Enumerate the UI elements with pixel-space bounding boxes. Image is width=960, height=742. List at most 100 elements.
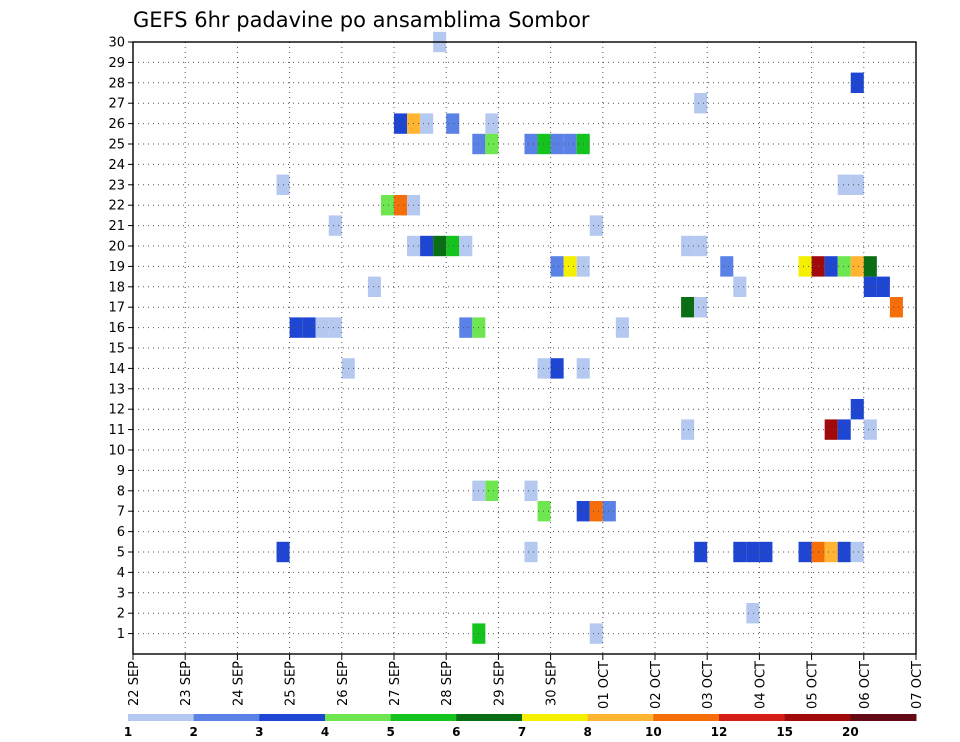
heatmap-cell: [694, 93, 708, 114]
heatmap-cell: [289, 317, 303, 338]
heatmap-cell: [681, 235, 695, 257]
x-tick-label: 02 OCT: [649, 661, 664, 709]
heatmap-cell: [850, 399, 864, 420]
heatmap-cell: [824, 419, 838, 440]
colorbar-segment: [259, 714, 326, 721]
colorbar-segment: [193, 714, 260, 721]
heatmap-cell: [863, 419, 877, 440]
colorbar-label: 12: [711, 725, 728, 739]
x-tick-label: 04 OCT: [753, 661, 768, 709]
colorbar-segment: [128, 714, 195, 721]
x-tick-label: 24 SEP: [231, 661, 246, 706]
heatmap-cell: [367, 276, 381, 297]
colorbar-segment: [587, 714, 654, 721]
heatmap-cell: [315, 317, 329, 338]
heatmap-cell: [485, 113, 499, 134]
heatmap-cell: [420, 235, 434, 257]
heatmap-cell: [798, 541, 812, 563]
y-tick-label: 3: [117, 586, 125, 601]
heatmap-cell: [863, 276, 877, 297]
heatmap-cell: [589, 215, 603, 236]
colorbar-segment: [719, 714, 786, 721]
colorbar-label: 7: [518, 725, 526, 739]
x-tick-label: 26 SEP: [336, 661, 351, 706]
heatmap-cell: [837, 541, 851, 563]
y-tick-label: 17: [108, 301, 125, 316]
heatmap-cell: [485, 480, 499, 501]
chart-title: GEFS 6hr padavine po ansamblima Sombor: [133, 8, 590, 32]
colorbar-label: 6: [452, 725, 460, 739]
heatmap-cell: [602, 501, 616, 522]
y-tick-label: 21: [108, 219, 125, 234]
heatmap-cell: [889, 297, 903, 318]
heatmap-cell: [537, 501, 551, 522]
heatmap-cell: [380, 195, 394, 216]
x-tick-label: 29 SEP: [492, 661, 507, 706]
x-tick-label: 30 SEP: [545, 661, 560, 706]
colorbar-label: 1: [124, 725, 132, 739]
heatmap-cell: [850, 256, 864, 277]
y-tick-label: 10: [108, 444, 125, 459]
heatmap-cell: [798, 256, 812, 277]
y-tick-label: 27: [108, 97, 125, 112]
y-tick-label: 8: [117, 484, 125, 499]
y-tick-label: 1: [117, 627, 125, 642]
colorbar-label: 8: [583, 725, 591, 739]
heatmap-cell: [524, 133, 538, 155]
heatmap-cell: [328, 215, 342, 236]
heatmap-cell: [550, 358, 564, 379]
colorbar-segment: [390, 714, 457, 721]
heatmap-cell: [746, 541, 760, 563]
colorbar-label: 4: [321, 725, 329, 739]
y-tick-label: 15: [108, 342, 125, 357]
x-tick-label: 27 SEP: [388, 661, 403, 706]
y-tick-label: 28: [108, 76, 125, 91]
heatmap-cell: [837, 256, 851, 277]
y-tick-label: 30: [108, 36, 125, 51]
colorbar-label: 20: [842, 725, 859, 739]
x-tick-label: 05 OCT: [806, 661, 821, 709]
heatmap-cell: [733, 276, 747, 297]
heatmap-cell: [446, 235, 460, 257]
heatmap-cell: [328, 317, 342, 338]
y-tick-label: 20: [108, 240, 125, 255]
heatmap-cell: [746, 603, 760, 624]
x-tick-label: 23 SEP: [179, 661, 194, 706]
heatmap-cell: [524, 541, 538, 563]
heatmap-cell: [824, 541, 838, 563]
heatmap-cell: [563, 133, 577, 155]
y-tick-label: 16: [108, 321, 125, 336]
x-tick-label: 28 SEP: [440, 661, 455, 706]
y-tick-label: 22: [108, 199, 125, 214]
x-tick-label: 07 OCT: [910, 661, 925, 709]
heatmap-cell: [681, 297, 695, 318]
y-tick-label: 9: [117, 464, 125, 479]
heatmap-cell: [824, 256, 838, 277]
y-tick-label: 11: [108, 423, 125, 438]
heatmap-cell: [420, 113, 434, 134]
x-tick-label: 25 SEP: [284, 661, 299, 706]
heatmap-cell: [485, 133, 499, 155]
heatmap-cell: [759, 541, 773, 563]
colorbar-label: 2: [189, 725, 197, 739]
y-tick-label: 23: [108, 178, 125, 193]
y-tick-label: 7: [117, 505, 125, 520]
y-tick-label: 4: [117, 566, 125, 581]
heatmap-cell: [850, 174, 864, 195]
x-tick-label: 03 OCT: [701, 661, 716, 709]
heatmap-cell: [433, 235, 447, 257]
heatmap-cell: [459, 317, 473, 338]
heatmap-cell: [720, 256, 734, 277]
heatmap-cell: [394, 113, 408, 134]
y-tick-label: 25: [108, 138, 125, 153]
y-tick-label: 14: [108, 362, 125, 377]
heatmap-cell: [537, 358, 551, 379]
x-tick-label: 01 OCT: [597, 661, 612, 709]
colorbar-label: 15: [776, 725, 793, 739]
heatmap-cell: [863, 256, 877, 277]
y-tick-label: 2: [117, 607, 125, 622]
y-tick-label: 24: [108, 158, 125, 173]
y-tick-label: 26: [108, 117, 125, 132]
heatmap-cell: [837, 419, 851, 440]
